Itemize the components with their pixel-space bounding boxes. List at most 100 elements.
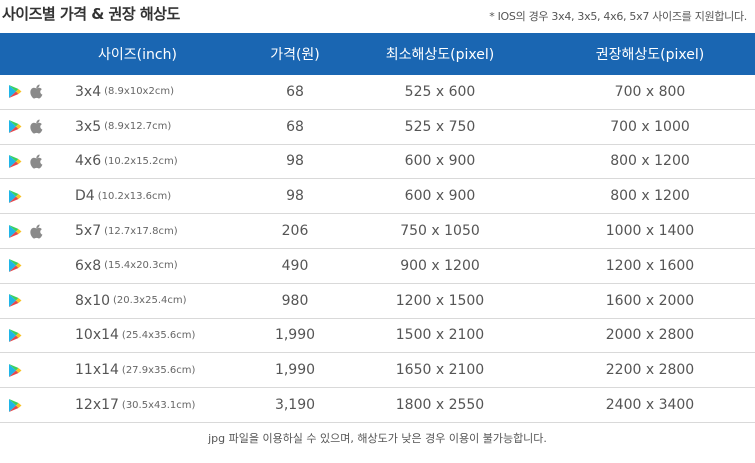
size-inch: 3x5 [75, 118, 102, 135]
size-cell: 5x7 (12.7x17.8cm) [0, 223, 255, 239]
platform-icons [0, 363, 75, 378]
recommended-resolution-cell: 800 x 1200 [610, 188, 690, 205]
google-play-icon [8, 189, 22, 204]
size-inch: 4x6 [75, 153, 102, 170]
ios-note: * IOS의 경우 3x4, 3x5, 4x6, 5x7 사이즈를 지원합니다. [489, 10, 747, 23]
size-cm: (20.3x25.4cm) [113, 295, 187, 307]
table-header: 사이즈(inch) 가격(원) 최소해상도(pixel) 권장해상도(pixel… [0, 33, 755, 75]
size-cm: (27.9x35.6cm) [121, 364, 196, 376]
size-inch: 5x7 [75, 223, 102, 240]
size-cm: (8.9x10x2cm) [104, 86, 174, 98]
price-cell: 1,990 [274, 327, 316, 344]
table-row: 11x14 (27.9x35.6cm) 1,990 1650 x 2100 2200 x… [0, 353, 755, 389]
price-cell: 98 [286, 153, 304, 170]
price-cell: 68 [286, 118, 304, 135]
price-cell: 206 [281, 223, 309, 240]
recommended-resolution-cell: 1000 x 1400 [605, 223, 695, 240]
google-play-icon [8, 363, 22, 378]
size-cm: (10.2x13.6cm) [97, 190, 172, 202]
apple-icon [30, 224, 43, 239]
size-inch: 12x17 [75, 397, 119, 414]
recommended-resolution-cell: 800 x 1200 [610, 153, 690, 170]
google-play-icon [8, 258, 22, 273]
price-cell: 1,990 [274, 362, 316, 379]
platform-icons [0, 119, 75, 134]
recommended-resolution-cell: 1200 x 1600 [605, 257, 695, 274]
size-cm: (25.4x35.6cm) [121, 329, 196, 341]
platform-icons [0, 189, 75, 204]
min-resolution-cell: 750 x 1050 [400, 223, 480, 240]
size-inch: 11x14 [75, 362, 119, 379]
google-play-icon [8, 293, 22, 308]
recommended-resolution-cell: 2200 x 2800 [605, 362, 695, 379]
platform-icons [0, 224, 75, 239]
header-recommended-resolution: 권장해상도(pixel) [595, 47, 705, 63]
size-cell: 3x4 (8.9x10x2cm) [0, 84, 255, 100]
apple-icon [30, 154, 43, 169]
header-size: 사이즈(inch) [98, 47, 177, 63]
apple-icon [30, 119, 43, 134]
platform-icons [0, 84, 75, 99]
footer-note: jpg 파일을 이용하실 수 있으며, 해상도가 낮은 경우 이용이 불가능합니… [208, 432, 547, 445]
price-cell: 98 [286, 188, 304, 205]
price-cell: 980 [281, 292, 309, 309]
size-inch: 10x14 [75, 327, 119, 344]
platform-icons [0, 258, 75, 273]
table-row: 3x4 (8.9x10x2cm) 68 525 x 600 700 x 800 [0, 75, 755, 110]
page-title: 사이즈별 가격 & 권장 해상도 [2, 5, 180, 23]
recommended-resolution-cell: 2000 x 2800 [605, 327, 695, 344]
table-row: 5x7 (12.7x17.8cm) 206 750 x 1050 1000 x 1400 [0, 214, 755, 249]
google-play-icon [8, 328, 22, 343]
size-cm: (10.2x15.2cm) [104, 155, 178, 167]
min-resolution-cell: 1800 x 2550 [395, 397, 485, 414]
min-resolution-cell: 1500 x 2100 [395, 327, 485, 344]
min-resolution-cell: 600 x 900 [404, 188, 476, 205]
min-resolution-cell: 525 x 600 [404, 83, 476, 100]
min-resolution-cell: 525 x 750 [404, 118, 476, 135]
size-cm: (30.5x43.1cm) [121, 399, 196, 411]
apple-icon [30, 84, 43, 99]
price-cell: 68 [286, 83, 304, 100]
recommended-resolution-cell: 2400 x 3400 [605, 397, 695, 414]
size-cm: (15.4x20.3cm) [104, 260, 178, 272]
min-resolution-cell: 900 x 1200 [400, 257, 480, 274]
google-play-icon [8, 119, 22, 134]
size-price-table: 사이즈(inch) 가격(원) 최소해상도(pixel) 권장해상도(pixel… [0, 33, 755, 423]
google-play-icon [8, 84, 22, 99]
table-row: 10x14 (25.4x35.6cm) 1,990 1500 x 2100 2000 x… [0, 319, 755, 354]
platform-icons [0, 154, 75, 169]
size-cm: (12.7x17.8cm) [104, 225, 178, 237]
table-row: 4x6 (10.2x15.2cm) 98 600 x 900 800 x 1200 [0, 145, 755, 180]
min-resolution-cell: 600 x 900 [404, 153, 476, 170]
price-cell: 490 [281, 257, 309, 274]
size-inch: 3x4 [75, 83, 102, 100]
table-body: 3x4 (8.9x10x2cm) 68 525 x 600 700 x 800 3x5 (8… [0, 75, 755, 423]
platform-icons [0, 293, 75, 308]
platform-icons [0, 328, 75, 343]
google-play-icon [8, 224, 22, 239]
size-inch: D4 [75, 188, 95, 205]
recommended-resolution-cell: 1600 x 2000 [605, 292, 695, 309]
google-play-icon [8, 154, 22, 169]
table-row: 6x8 (15.4x20.3cm) 490 900 x 1200 1200 x 1600 [0, 249, 755, 284]
size-cell: D4 (10.2x13.6cm) [0, 188, 255, 204]
header-price: 가격(원) [270, 47, 320, 63]
size-cell: 11x14 (27.9x35.6cm) [0, 362, 255, 378]
table-row: 8x10 (20.3x25.4cm) 980 1200 x 1500 1600 x 20… [0, 284, 755, 319]
size-cell: 3x5 (8.9x12.7cm) [0, 119, 255, 135]
size-cm: (8.9x12.7cm) [104, 121, 172, 133]
size-cell: 8x10 (20.3x25.4cm) [0, 293, 255, 309]
header-min-resolution: 최소해상도(pixel) [385, 47, 495, 63]
recommended-resolution-cell: 700 x 800 [614, 83, 686, 100]
recommended-resolution-cell: 700 x 1000 [610, 118, 690, 135]
min-resolution-cell: 1650 x 2100 [395, 362, 485, 379]
google-play-icon [8, 398, 22, 413]
price-cell: 3,190 [274, 397, 316, 414]
min-resolution-cell: 1200 x 1500 [395, 292, 485, 309]
size-cell: 10x14 (25.4x35.6cm) [0, 327, 255, 343]
size-inch: 6x8 [75, 257, 102, 274]
table-row: D4 (10.2x13.6cm) 98 600 x 900 800 x 1200 [0, 179, 755, 215]
size-inch: 8x10 [75, 292, 111, 309]
platform-icons [0, 398, 75, 413]
size-cell: 4x6 (10.2x15.2cm) [0, 153, 255, 169]
